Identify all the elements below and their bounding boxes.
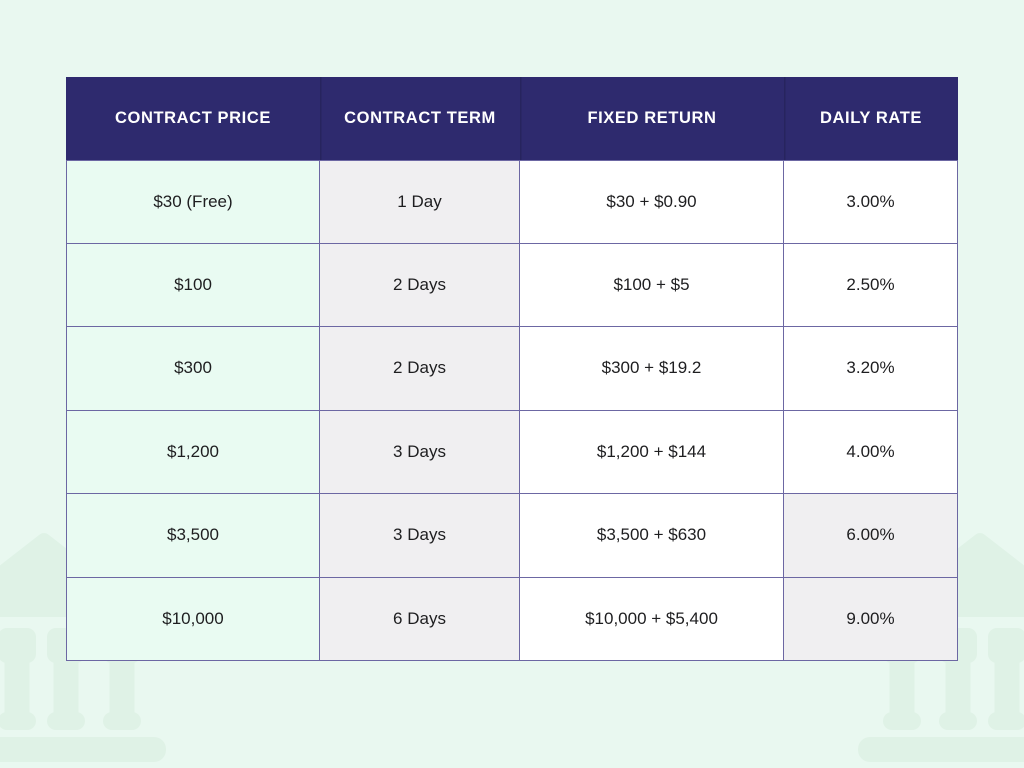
cell-daily-rate: 9.00%	[784, 577, 958, 661]
table-body: $30 (Free) 1 Day $30 + $0.90 3.00% $100 2 Day…	[66, 160, 958, 661]
cell-daily-rate: 3.00%	[784, 160, 958, 244]
cell-contract-price: $100	[66, 243, 320, 327]
table-row: $3,500 3 Days $3,500 + $630 6.00%	[66, 494, 958, 578]
header-row: CONTRACT PRICE CONTRACT TERM FIXED RETUR…	[66, 77, 958, 160]
cell-fixed-return: $3,500 + $630	[520, 494, 784, 578]
cell-contract-term: 6 Days	[320, 577, 520, 661]
cell-contract-price: $300	[66, 327, 320, 411]
cell-contract-price: $30 (Free)	[66, 160, 320, 244]
contract-pricing-table: CONTRACT PRICE CONTRACT TERM FIXED RETUR…	[66, 77, 958, 661]
table-row: $10,000 6 Days $10,000 + $5,400 9.00%	[66, 577, 958, 661]
cell-fixed-return: $300 + $19.2	[520, 327, 784, 411]
cell-fixed-return: $1,200 + $144	[520, 410, 784, 494]
cell-daily-rate: 2.50%	[784, 243, 958, 327]
table-row: $30 (Free) 1 Day $30 + $0.90 3.00%	[66, 160, 958, 244]
cell-contract-term: 1 Day	[320, 160, 520, 244]
cell-fixed-return: $10,000 + $5,400	[520, 577, 784, 661]
cell-contract-price: $1,200	[66, 410, 320, 494]
cell-contract-price: $10,000	[66, 577, 320, 661]
cell-fixed-return: $100 + $5	[520, 243, 784, 327]
cell-contract-term: 2 Days	[320, 327, 520, 411]
cell-contract-term: 3 Days	[320, 410, 520, 494]
column-header-contract-term: CONTRACT TERM	[320, 77, 520, 160]
cell-daily-rate: 6.00%	[784, 494, 958, 578]
cell-daily-rate: 3.20%	[784, 327, 958, 411]
table-row: $1,200 3 Days $1,200 + $144 4.00%	[66, 410, 958, 494]
cell-contract-term: 2 Days	[320, 243, 520, 327]
column-header-fixed-return: FIXED RETURN	[520, 77, 784, 160]
table-row: $100 2 Days $100 + $5 2.50%	[66, 243, 958, 327]
cell-daily-rate: 4.00%	[784, 410, 958, 494]
column-header-daily-rate: DAILY RATE	[784, 77, 958, 160]
table-row: $300 2 Days $300 + $19.2 3.20%	[66, 327, 958, 411]
cell-contract-term: 3 Days	[320, 494, 520, 578]
column-header-contract-price: CONTRACT PRICE	[66, 77, 320, 160]
table-header: CONTRACT PRICE CONTRACT TERM FIXED RETUR…	[66, 77, 958, 160]
cell-contract-price: $3,500	[66, 494, 320, 578]
cell-fixed-return: $30 + $0.90	[520, 160, 784, 244]
